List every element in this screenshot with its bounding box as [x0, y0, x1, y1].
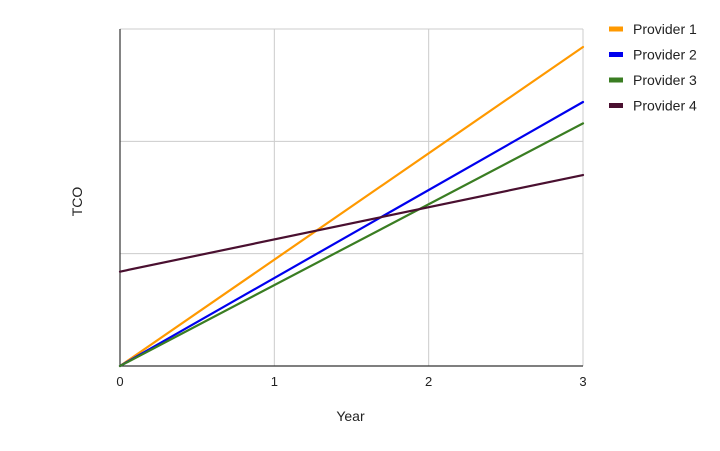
legend-label: Provider 3 — [633, 72, 697, 88]
x-axis-title: Year — [336, 408, 365, 424]
legend-item-2: Provider 2 — [609, 47, 697, 63]
legend: Provider 1 Provider 2 Provider 3 Provider 4 — [609, 21, 697, 114]
legend-item-3: Provider 3 — [609, 72, 697, 88]
legend-item-1: Provider 1 — [609, 21, 697, 37]
y-axis-title: TCO — [69, 187, 85, 217]
x-tick-label: 0 — [116, 374, 123, 389]
legend-label: Provider 1 — [633, 21, 697, 37]
series-lines — [118, 45, 585, 368]
legend-swatch — [609, 52, 623, 57]
legend-swatch — [609, 77, 623, 83]
x-tick-label: 2 — [425, 374, 432, 389]
legend-item-4: Provider 4 — [609, 98, 697, 114]
x-tick-label: 3 — [579, 374, 586, 389]
legend-label: Provider 2 — [633, 47, 697, 63]
series-line-2 — [118, 100, 585, 368]
series-line-1 — [118, 45, 585, 368]
x-tick-label: 1 — [271, 374, 278, 389]
series-line-3 — [118, 122, 585, 368]
grid — [120, 28, 584, 366]
legend-label: Provider 4 — [633, 98, 697, 114]
legend-swatch — [609, 26, 623, 32]
series-line-4 — [118, 173, 585, 273]
legend-swatch — [609, 103, 623, 108]
axes — [119, 29, 583, 367]
x-tick-labels: 0 1 2 3 — [116, 374, 586, 389]
